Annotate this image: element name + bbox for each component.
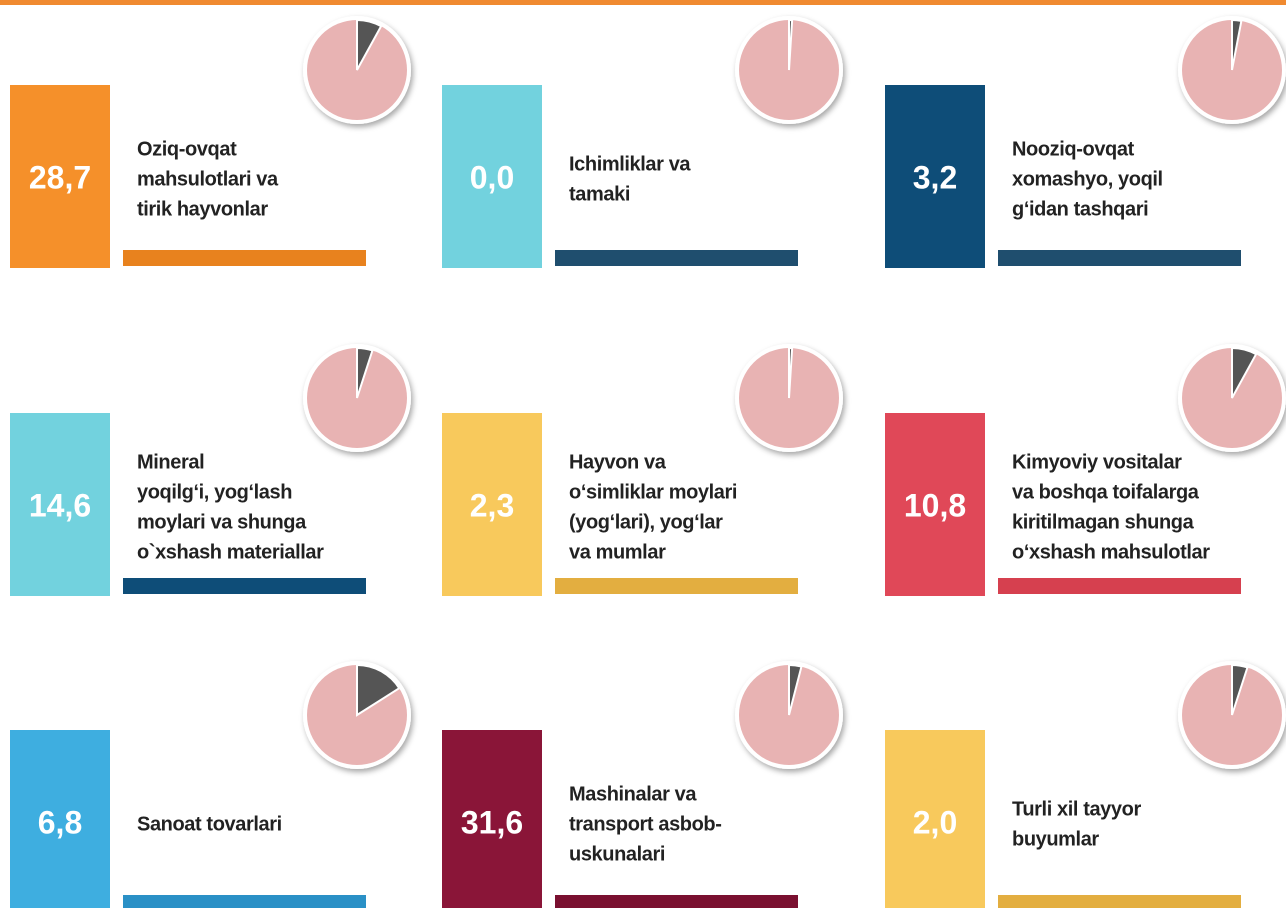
value-box — [10, 413, 110, 596]
value-text: 2,3 — [470, 487, 514, 523]
label-line: o‘xshash mahsulotlar — [1012, 541, 1210, 563]
underline-bar — [998, 895, 1241, 908]
label-line: Mashinalar va — [569, 783, 697, 805]
underline-bar — [123, 895, 366, 908]
label-line: Ichimliklar va — [569, 153, 691, 175]
label-line: uskunalari — [569, 843, 665, 865]
pie-slice — [356, 18, 383, 71]
label-line: yoqilg‘i, yog‘lash — [137, 481, 292, 503]
label-line: kiritilmagan shunga — [1012, 511, 1195, 533]
item-card: 6,8 Sanoat tovarlari — [10, 661, 411, 908]
pie-slice — [1231, 346, 1258, 399]
value-text: 3,2 — [913, 159, 957, 195]
label-line: o‘simliklar moylari — [569, 481, 737, 503]
value-text: 10,8 — [904, 487, 966, 523]
value-text: 6,8 — [38, 804, 82, 840]
label-line: Mineral — [137, 451, 204, 473]
value-box — [885, 730, 985, 908]
label-line: moylari va shunga — [137, 511, 307, 533]
label-line: Oziq-ovqat — [137, 138, 237, 160]
item-card: 14,6 Mineral yoqilg‘i, yog‘lash moylari va … — [10, 344, 411, 596]
value-box — [442, 85, 542, 268]
label-line: tirik hayvonlar — [137, 198, 268, 220]
item-card: 10,8 Kimyoviy vositalar va boshqa toifalar… — [885, 344, 1286, 596]
value-box — [10, 730, 110, 908]
value-box — [442, 413, 542, 596]
label-line: (yog‘lari), yog‘lar — [569, 511, 723, 533]
item-card: 28,7 Oziq-ovqat mahsulotlari va tirik hayvo… — [10, 16, 411, 268]
top-border — [0, 0, 1286, 5]
value-text: 2,0 — [913, 804, 957, 840]
pie-slice — [356, 346, 374, 399]
underline-bar — [555, 578, 798, 594]
value-box — [885, 85, 985, 268]
underline-bar — [555, 895, 798, 908]
label-line: xomashyo, yoqil — [1012, 168, 1163, 190]
pie-slice — [788, 18, 794, 71]
label-line: tamaki — [569, 183, 630, 205]
underline-bar — [555, 250, 798, 266]
label-line: transport asbob- — [569, 813, 722, 835]
value-box — [442, 730, 542, 908]
label-line: buyumlar — [1012, 828, 1099, 850]
underline-bar — [998, 578, 1241, 594]
value-text: 0,0 — [470, 159, 514, 195]
item-card: 3,2 Nooziq-ovqat xomashyo, yoqil g‘idan tas… — [885, 16, 1286, 268]
pie-slice — [788, 346, 794, 399]
pie-slice — [788, 663, 803, 716]
item-card: 2,3 Hayvon va o‘simliklar moylari (yog‘lari… — [442, 344, 843, 596]
label-line: Kimyoviy vositalar — [1012, 451, 1182, 473]
label-line: va mumlar — [569, 541, 666, 563]
value-text: 14,6 — [29, 487, 91, 523]
underline-bar — [123, 250, 366, 266]
label-line: mahsulotlari va — [137, 168, 279, 190]
label-line: va boshqa toifalarga — [1012, 481, 1200, 503]
label-line: Turli xil tayyor — [1012, 798, 1141, 820]
value-text: 31,6 — [461, 804, 523, 840]
item-card: 2,0 Turli xil tayyor buyumlar — [885, 661, 1286, 908]
value-box — [885, 413, 985, 596]
pie-slice — [1231, 663, 1249, 716]
value-box — [10, 85, 110, 268]
value-text: 28,7 — [29, 159, 91, 195]
underline-bar — [123, 578, 366, 594]
pie-slice — [356, 663, 401, 717]
underline-bar — [998, 250, 1241, 266]
label-line: g‘idan tashqari — [1012, 198, 1148, 220]
pie-slice — [1231, 18, 1243, 71]
item-card: 31,6 Mashinalar va transport asbob-uskunal… — [442, 661, 843, 908]
item-card: 0,0 Ichimliklar va tamaki — [442, 16, 843, 268]
label-line: Hayvon va — [569, 451, 667, 473]
label-line: o`xshash materiallar — [137, 541, 324, 563]
label-line: Sanoat tovarlari — [137, 813, 282, 835]
label-line: Nooziq-ovqat — [1012, 138, 1135, 160]
